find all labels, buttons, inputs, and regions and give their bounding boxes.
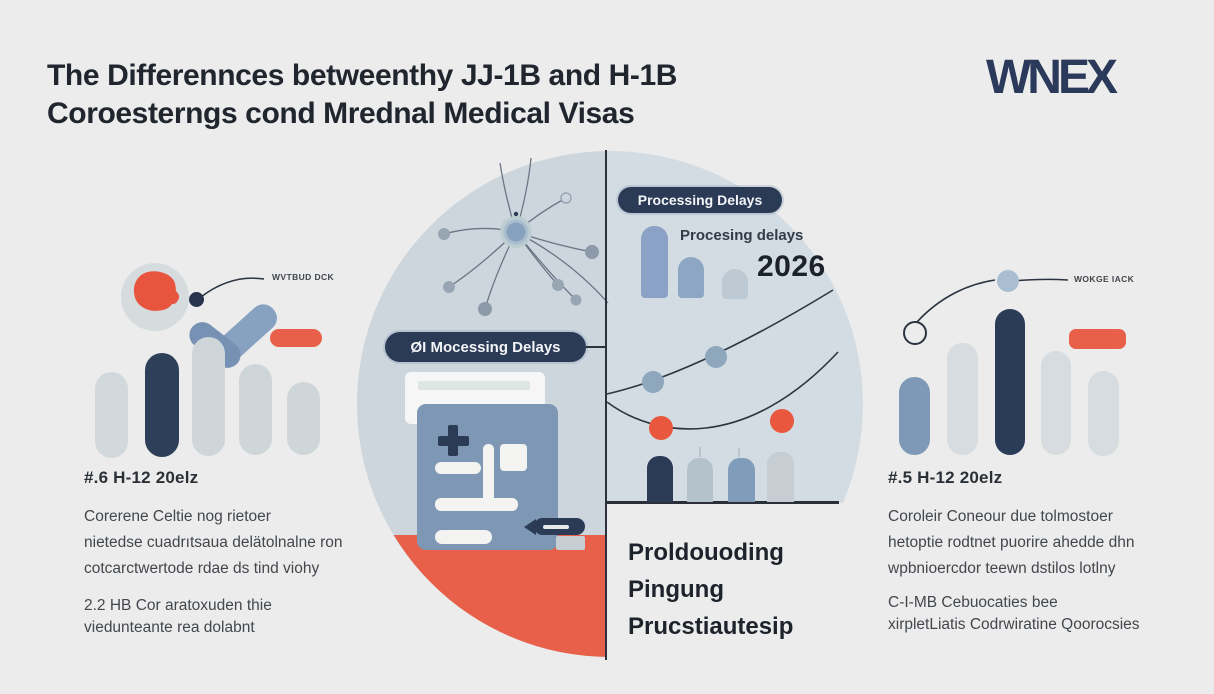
bar xyxy=(192,337,225,456)
bar xyxy=(678,257,704,298)
orange-highlight-pill xyxy=(270,329,322,347)
vertical-divider-line xyxy=(605,150,607,660)
mocessing-delays-badge-label: ØI Mocessing Delays xyxy=(410,338,561,356)
middle-footer-line1: Proldouoding xyxy=(628,539,784,566)
middle-footer-line3: Prucstiautesip xyxy=(628,613,794,640)
form-photo-box xyxy=(500,444,527,471)
right-panel-note-line: C-I-MB Cebuocaties bee xyxy=(888,594,1058,611)
circle-orange-segment xyxy=(357,535,607,657)
left-panel-note: 2.2 HB Cor aratoxuden thie viedunteante … xyxy=(84,595,272,639)
page-title: The Differennces betweenthy JJ-1B and H-… xyxy=(47,57,677,133)
right-panel-body: Coroleir Coneour due tolmostoer hetoptie… xyxy=(888,504,1134,582)
left-panel-body-line: cotcarctwertode rdae ds tind viohy xyxy=(84,560,320,577)
bar xyxy=(145,353,179,457)
bar xyxy=(995,309,1025,455)
filled-dot-marker xyxy=(997,270,1019,292)
form-text-line xyxy=(435,462,481,474)
left-panel-heading: #.6 H-12 20elz xyxy=(84,468,199,487)
right-panel-note: C-I-MB Cebuocaties bee xirpletLiatis Cod… xyxy=(888,592,1140,636)
bar xyxy=(1041,351,1071,455)
bar xyxy=(95,372,128,458)
circle-bottom-right-mask xyxy=(607,503,863,657)
right-panel-body-line: Coroleir Coneour due tolmostoer xyxy=(888,508,1113,525)
form-tab xyxy=(556,536,585,550)
bar xyxy=(728,458,755,502)
pen-icon-slit xyxy=(543,525,569,529)
medical-plus-icon xyxy=(448,425,458,456)
mocessing-delays-badge: ØI Mocessing Delays xyxy=(385,332,586,362)
left-panel-body: Corerene Celtie nog rietoer nietedse cua… xyxy=(84,504,343,582)
pen-icon-tip xyxy=(524,519,536,535)
bar xyxy=(1088,371,1119,456)
document-sheet-band xyxy=(418,381,530,390)
orange-highlight-pill xyxy=(1069,329,1126,349)
year-label: 2026 xyxy=(757,250,826,283)
middle-footer-text: Proldouoding Pingung Prucstiautesip xyxy=(628,534,793,645)
right-panel-body-line: hetoptie rodtnet puorire ahedde dhn xyxy=(888,534,1135,551)
bar xyxy=(947,343,978,455)
right-callout-label: WOKGE IACK xyxy=(1074,274,1135,284)
processing-delays-badge-label: Processing Delays xyxy=(637,192,763,208)
left-callout-label: WVTBUD DCK xyxy=(272,272,335,282)
open-circle-marker xyxy=(903,321,927,345)
right-panel-body-line: wpbnioercdor teewn dstilos lotlny xyxy=(888,560,1116,577)
callout-anchor-dot xyxy=(189,292,204,307)
left-panel-body-line: nietedse cuadrıtsaua delätolnalne ron xyxy=(84,534,343,551)
bar xyxy=(687,458,713,502)
right-panel-note-line: xirpletLiatis Codrwiratine Qoorocsies xyxy=(888,616,1140,633)
form-text-line xyxy=(435,498,518,511)
middle-footer-line2: Pingung xyxy=(628,576,724,603)
page-title-line1: The Differennces betweenthy JJ-1B and H-… xyxy=(47,59,678,92)
right-panel-heading: #.5 H-12 20elz xyxy=(888,468,1003,487)
left-panel-note-line: 2.2 HB Cor aratoxuden thie xyxy=(84,597,272,614)
bar xyxy=(767,452,794,502)
brand-logo: WNEX xyxy=(986,51,1118,104)
form-text-line xyxy=(435,530,492,544)
bar xyxy=(239,364,272,455)
bar xyxy=(287,382,320,455)
badge-connector-line xyxy=(586,346,606,348)
bar xyxy=(899,377,930,455)
bar xyxy=(641,226,668,298)
left-panel-note-line: viedunteante rea dolabnt xyxy=(84,619,255,636)
bar xyxy=(722,269,748,299)
form-field-bar xyxy=(483,444,494,503)
left-panel-body-line: Corerene Celtie nog rietoer xyxy=(84,508,271,525)
bar xyxy=(647,456,673,502)
middle-subtitle: Procesing delays xyxy=(680,227,804,244)
chart-baseline xyxy=(606,501,839,504)
processing-delays-badge: Processing Delays xyxy=(618,187,782,213)
page-title-line2: Coroesterngs cond Mrednal Medical Visas xyxy=(47,97,635,130)
